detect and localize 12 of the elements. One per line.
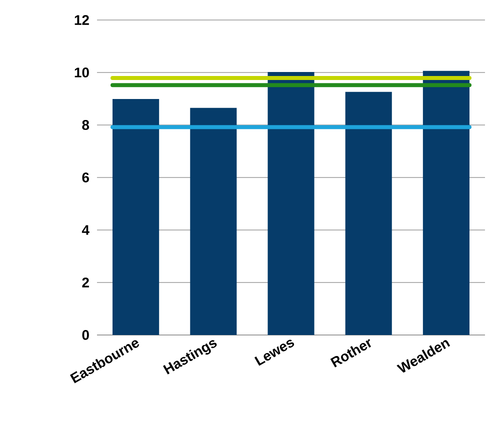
y-tick-label: 10 xyxy=(74,68,89,78)
bar xyxy=(268,72,314,335)
bar xyxy=(112,99,160,335)
bar xyxy=(190,108,237,335)
y-tick-label: 2 xyxy=(82,278,89,288)
y-tick-label: 4 xyxy=(82,225,90,235)
bar xyxy=(345,92,392,335)
y-tick-label: 6 xyxy=(82,172,89,182)
y-tick-label: 12 xyxy=(74,15,89,25)
y-tick-label: 0 xyxy=(82,330,89,340)
y-tick-label: 8 xyxy=(82,120,90,130)
bar xyxy=(422,70,470,335)
